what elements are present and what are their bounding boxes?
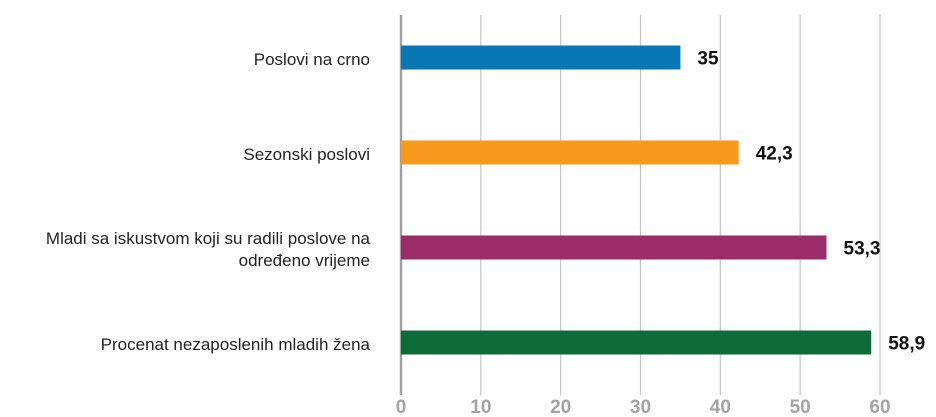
x-tick-label: 60 (869, 397, 890, 417)
category-label: Mladi sa iskustvom koji su radili poslov… (45, 228, 370, 270)
x-tick-label: 10 (470, 397, 491, 417)
value-label: 42,3 (756, 144, 793, 165)
bar (401, 235, 827, 260)
x-tick-label: 30 (630, 397, 651, 417)
category-label: Sezonski poslovi (243, 144, 370, 164)
bar (401, 45, 681, 70)
x-tick-label: 0 (396, 397, 407, 417)
x-tick-label: 20 (550, 397, 571, 417)
category-label: Poslovi na crno (253, 49, 370, 69)
value-label: 35 (697, 49, 719, 70)
bar (401, 330, 872, 355)
value-label: 58,9 (888, 334, 925, 355)
value-label: 53,3 (844, 239, 881, 260)
x-tick-label: 50 (790, 397, 811, 417)
bar (401, 140, 739, 165)
category-label: Procenat nezaposlenih mladih žena (100, 334, 370, 354)
x-tick-label: 40 (710, 397, 731, 417)
